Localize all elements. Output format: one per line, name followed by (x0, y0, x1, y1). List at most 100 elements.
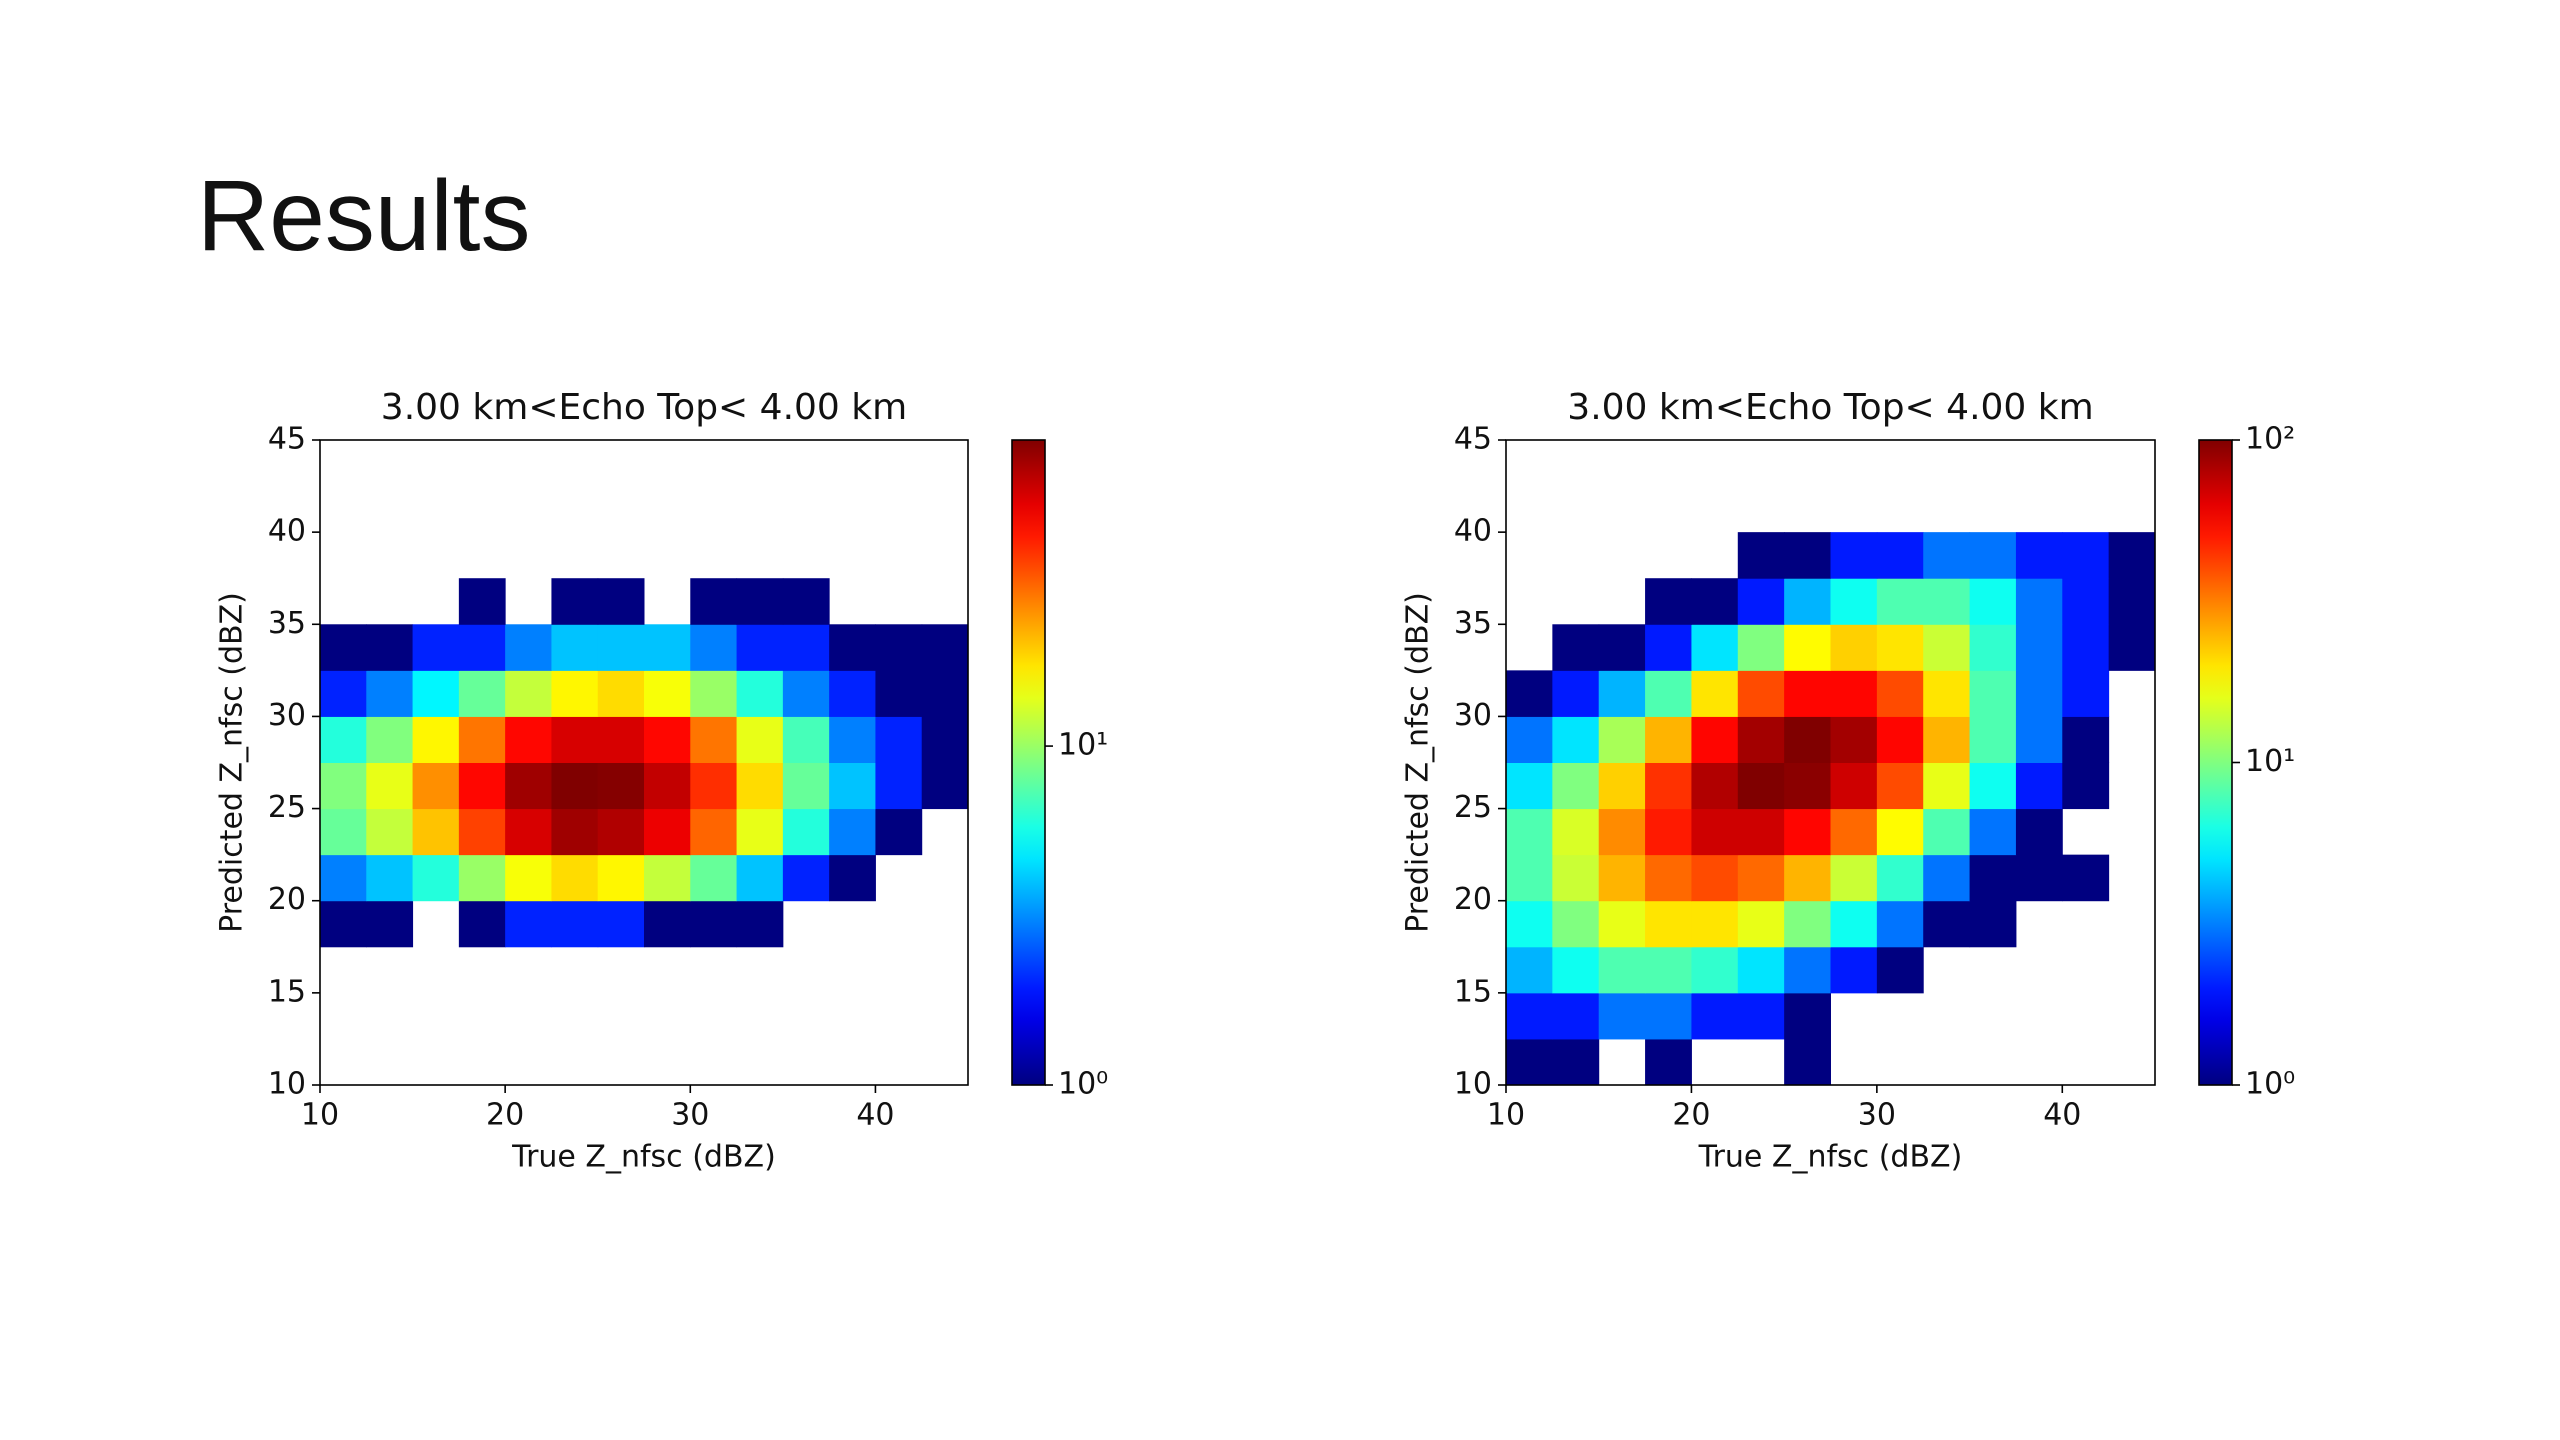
hist-cell (1552, 854, 1600, 902)
axes-title: 3.00 km<Echo Top< 4.00 km (1567, 387, 2093, 428)
hist-cell (2062, 670, 2110, 717)
hist-cell (782, 808, 830, 856)
hist-cell (690, 716, 738, 763)
hist-cell (1923, 854, 1971, 902)
hist-cell (1784, 808, 1831, 856)
y-tick-label: 25 (1454, 790, 1492, 825)
hist-cell (1737, 992, 1785, 1040)
hist-cell (736, 808, 784, 856)
hist-cell (1876, 532, 1924, 579)
hist-cell (644, 854, 691, 902)
hist-cell (1784, 900, 1831, 948)
hist-cell (1784, 670, 1831, 717)
hist-cell (1784, 578, 1831, 625)
hist-cell (412, 762, 460, 810)
hist-cell (2015, 670, 2063, 717)
x-tick-label: 10 (1487, 1098, 1525, 1133)
hist-cell (921, 670, 969, 717)
hist-cell (2108, 578, 2156, 625)
hist-cell (1691, 900, 1739, 948)
x-axis-label: True Z_nfsc (dBZ) (511, 1140, 776, 1175)
hist-cell (551, 670, 599, 717)
hist-cell (1969, 808, 2017, 856)
hist-cell (1876, 624, 1924, 671)
hist-cell (1645, 1038, 1692, 1086)
hist-cell (829, 762, 876, 810)
hist-cell (1552, 808, 1600, 856)
hist-cell (1691, 762, 1739, 810)
hist-cell (1598, 762, 1646, 810)
hist-cell (1969, 762, 2017, 810)
hist-cell (1784, 1038, 1831, 1086)
hist-cell (366, 670, 414, 717)
hist-cell (458, 900, 506, 948)
hist-cell (1969, 900, 2017, 948)
hist-cell (597, 578, 645, 625)
colorbar-tick-label: 10² (2245, 422, 2295, 457)
axes-frame (319, 439, 969, 1086)
x-axis-label: True Z_nfsc (dBZ) (1698, 1140, 1963, 1175)
hist-cell (597, 808, 645, 856)
hist-cell (1691, 716, 1739, 763)
hist-cell (1923, 532, 1971, 579)
hist-cell (320, 762, 367, 810)
hist-cell (458, 670, 506, 717)
hist-cell (1552, 900, 1600, 948)
y-tick-label: 45 (268, 422, 306, 457)
hist-cell (551, 762, 599, 810)
hist-cell (597, 716, 645, 763)
hist-cell (1876, 808, 1924, 856)
hist-cell (1691, 670, 1739, 717)
hist-cell (1645, 946, 1692, 994)
hist-cell (1645, 578, 1692, 625)
hist-cell (1830, 578, 1878, 625)
hist-cell (505, 624, 552, 671)
y-tick-label: 40 (1454, 514, 1492, 549)
hist-cell (1784, 854, 1831, 902)
hist-cell (1923, 624, 1971, 671)
hist-cell (597, 900, 645, 948)
hist-cell (690, 670, 738, 717)
hist-cell (1969, 854, 2017, 902)
hist-cell (644, 762, 691, 810)
hist-cell (1645, 670, 1692, 717)
hist-cell (551, 624, 599, 671)
hist-cell (1969, 532, 2017, 579)
hist-cell (1506, 992, 1553, 1040)
hist-cell (1645, 716, 1692, 763)
hist-cell (551, 854, 599, 902)
hist-cell (921, 716, 969, 763)
hist-cell (1691, 808, 1739, 856)
hist-cell (2108, 532, 2156, 579)
y-tick-label: 25 (268, 790, 306, 825)
hist-cell (1737, 532, 1785, 579)
hist-cell (1737, 854, 1785, 902)
hist-cell (875, 808, 923, 856)
hist-cell (1645, 900, 1692, 948)
hist-cell (505, 808, 552, 856)
hist-cell (458, 578, 506, 625)
x-tick-label: 20 (486, 1098, 524, 1133)
hist-cell (782, 854, 830, 902)
hist-cell (1876, 854, 1924, 902)
hist-cell (1506, 900, 1553, 948)
y-tick-label: 10 (1454, 1067, 1492, 1102)
hist-cell (875, 670, 923, 717)
hist-cell (505, 900, 552, 948)
hist-cell (1691, 946, 1739, 994)
y-axis-label: Predicted Z_nfsc (dBZ) (1401, 592, 1436, 933)
hist-cell (1969, 716, 2017, 763)
hist-cell (736, 716, 784, 763)
hist-cell (1969, 578, 2017, 625)
hist-cell (1598, 716, 1646, 763)
hist-cell (1830, 624, 1878, 671)
hist-cell (1552, 762, 1600, 810)
hist-cell (1923, 716, 1971, 763)
hist-cell (551, 716, 599, 763)
hist-cell (1691, 854, 1739, 902)
hist-cell (505, 670, 552, 717)
hist-cell (2062, 578, 2110, 625)
hist-cell (366, 624, 414, 671)
y-tick-label: 15 (1454, 974, 1492, 1009)
hist-cell (551, 808, 599, 856)
